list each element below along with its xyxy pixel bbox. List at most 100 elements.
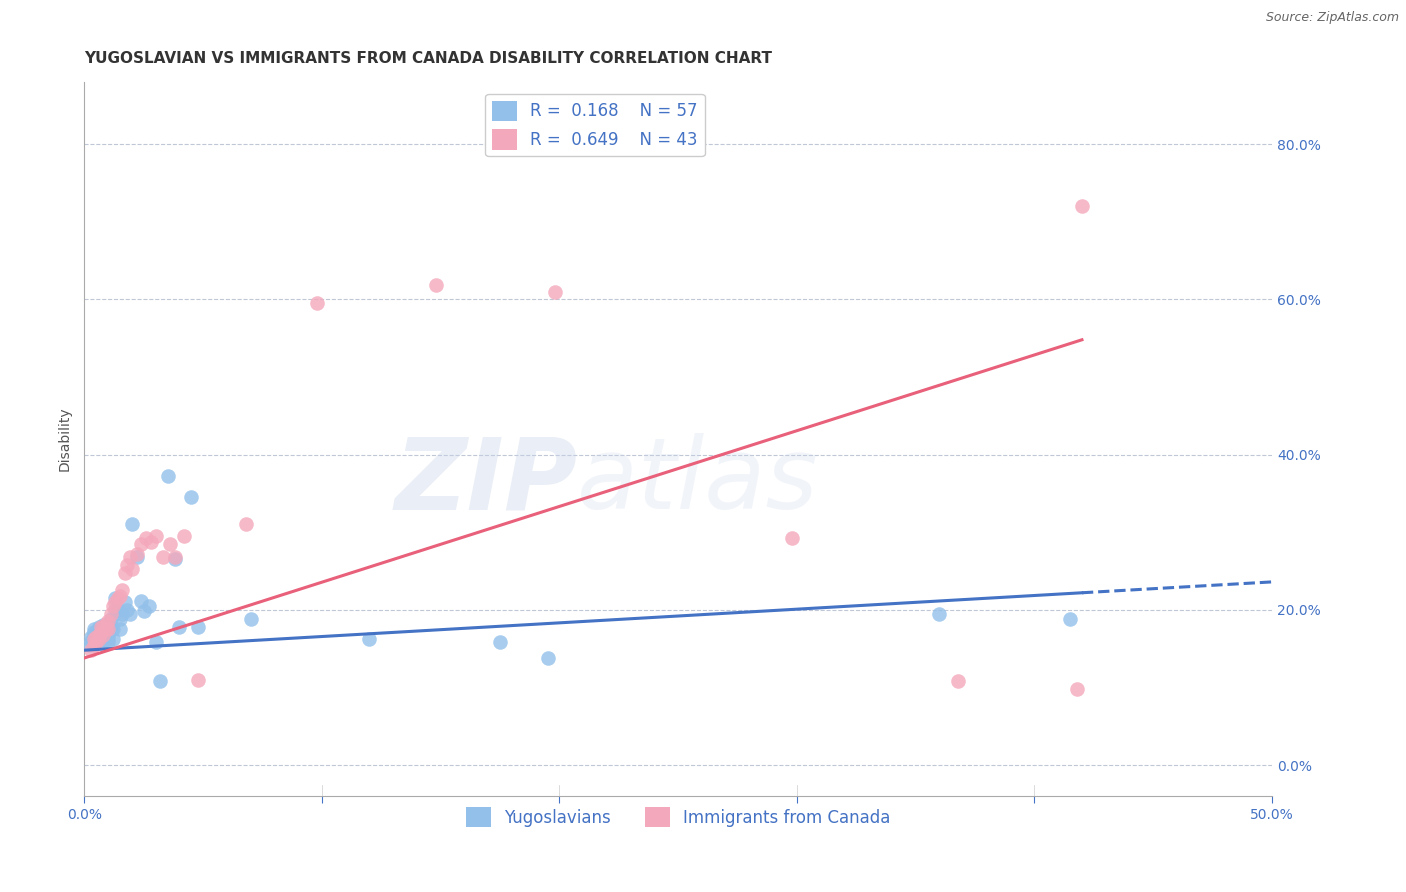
Point [115, 603, 138, 617]
Point [84, 630, 107, 644]
Point [1071, 199, 1094, 213]
Point [77, 638, 100, 652]
Point [84, 628, 107, 642]
Point [135, 532, 157, 546]
Point [87, 630, 110, 644]
Point [1059, 612, 1081, 626]
Point [104, 591, 127, 606]
Point [152, 550, 174, 565]
Point [97, 632, 120, 647]
Point [114, 595, 136, 609]
Point [163, 550, 186, 565]
Point [87, 632, 110, 647]
Point [93, 635, 115, 649]
Point [83, 638, 105, 652]
Point [87, 632, 110, 647]
Point [93, 628, 115, 642]
Point [97, 635, 120, 649]
Point [97, 622, 120, 636]
Point [139, 534, 162, 549]
Point [307, 296, 329, 310]
Point [100, 622, 122, 636]
Point [90, 620, 112, 634]
Point [108, 589, 131, 603]
Point [425, 278, 447, 293]
Point [90, 632, 112, 647]
Point [131, 537, 153, 551]
Point [138, 599, 160, 613]
Point [145, 529, 167, 543]
Point [104, 595, 127, 609]
Point [118, 607, 141, 621]
Point [948, 674, 970, 689]
Point [180, 491, 202, 505]
Point [80, 633, 103, 648]
Text: atlas: atlas [578, 434, 818, 531]
Point [145, 635, 167, 649]
Point [83, 624, 105, 639]
Point [114, 566, 136, 580]
Point [118, 550, 141, 565]
Point [111, 607, 134, 621]
Point [121, 517, 143, 532]
Point [84, 635, 107, 649]
Point [87, 628, 110, 642]
Text: YUGOSLAVIAN VS IMMIGRANTS FROM CANADA DISABILITY CORRELATION CHART: YUGOSLAVIAN VS IMMIGRANTS FROM CANADA DI… [84, 51, 772, 66]
Point [84, 632, 107, 647]
Point [101, 599, 124, 613]
Point [84, 635, 107, 649]
Point [107, 591, 129, 606]
Point [94, 628, 117, 642]
Point [80, 643, 103, 657]
Point [97, 628, 120, 642]
Point [235, 517, 257, 532]
Point [536, 651, 558, 665]
Point [156, 469, 179, 483]
Point [90, 622, 112, 636]
Point [104, 603, 127, 617]
Point [239, 612, 262, 626]
Point [101, 622, 124, 636]
Point [108, 622, 131, 636]
Point [489, 635, 512, 649]
Point [101, 632, 124, 647]
Point [169, 620, 191, 634]
Point [93, 618, 115, 632]
Point [97, 615, 120, 629]
Point [93, 632, 115, 647]
Point [780, 532, 803, 546]
Point [94, 632, 117, 647]
Point [100, 607, 122, 621]
Point [187, 673, 209, 687]
Y-axis label: Disability: Disability [58, 407, 72, 471]
Point [87, 626, 110, 640]
Point [100, 612, 122, 626]
Point [108, 612, 131, 626]
Point [543, 285, 565, 299]
Point [125, 550, 148, 565]
Point [111, 583, 134, 598]
Point [83, 628, 105, 642]
Point [132, 604, 155, 618]
Point [84, 624, 107, 639]
Point [93, 620, 115, 634]
Point [80, 630, 103, 644]
Point [121, 562, 143, 576]
Text: ZIP: ZIP [394, 434, 578, 531]
Point [1066, 681, 1088, 696]
Point [163, 552, 186, 566]
Point [149, 674, 172, 689]
Legend: Yugoslavians, Immigrants from Canada: Yugoslavians, Immigrants from Canada [460, 800, 897, 834]
Point [928, 607, 950, 621]
Point [159, 537, 181, 551]
Point [83, 622, 105, 636]
Point [131, 593, 153, 607]
Point [93, 624, 115, 639]
Point [187, 620, 209, 634]
Point [90, 628, 112, 642]
Point [173, 529, 195, 543]
Text: Source: ZipAtlas.com: Source: ZipAtlas.com [1265, 11, 1399, 24]
Point [359, 632, 381, 647]
Point [115, 558, 138, 572]
Point [94, 616, 117, 631]
